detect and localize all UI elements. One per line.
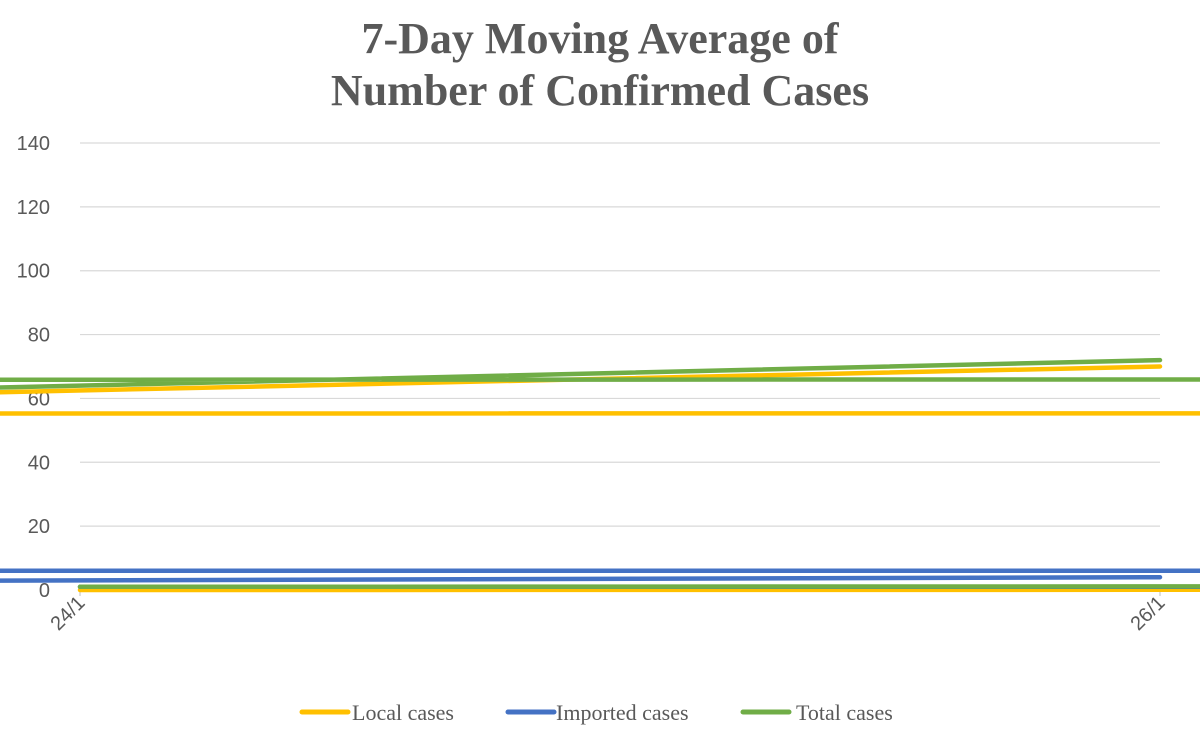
y-tick-label: 0 bbox=[39, 580, 50, 602]
series-lines bbox=[0, 357, 1200, 593]
chart-title-line-2: Number of Confirmed Cases bbox=[330, 66, 870, 115]
chart-title-line-1: 7-Day Moving Average of bbox=[361, 14, 839, 63]
y-tick-label: 140 bbox=[17, 133, 50, 155]
x-axis-ticks: 24/109/225/212/328/313/429/415/531/516/6… bbox=[46, 590, 1170, 635]
y-tick-label: 40 bbox=[28, 452, 50, 474]
y-axis-ticks: 0 20 40 60 80 100 120 140 bbox=[17, 133, 50, 602]
legend-label: Total cases bbox=[796, 700, 893, 725]
y-tick-label: 120 bbox=[17, 197, 50, 219]
x-tick-label: 26/1 bbox=[1126, 592, 1169, 635]
gridlines bbox=[80, 142, 1160, 591]
legend-label: Imported cases bbox=[556, 700, 689, 725]
y-tick-label: 80 bbox=[28, 325, 50, 347]
series-line-imported-cases bbox=[0, 568, 1200, 590]
y-tick-label: 60 bbox=[28, 388, 50, 410]
x-tick-label: 24/1 bbox=[46, 592, 89, 635]
legend: Local cases Imported cases Total cases bbox=[299, 700, 893, 725]
legend-label: Local cases bbox=[352, 700, 454, 725]
y-tick-label: 100 bbox=[17, 261, 50, 283]
y-tick-label: 20 bbox=[28, 516, 50, 538]
